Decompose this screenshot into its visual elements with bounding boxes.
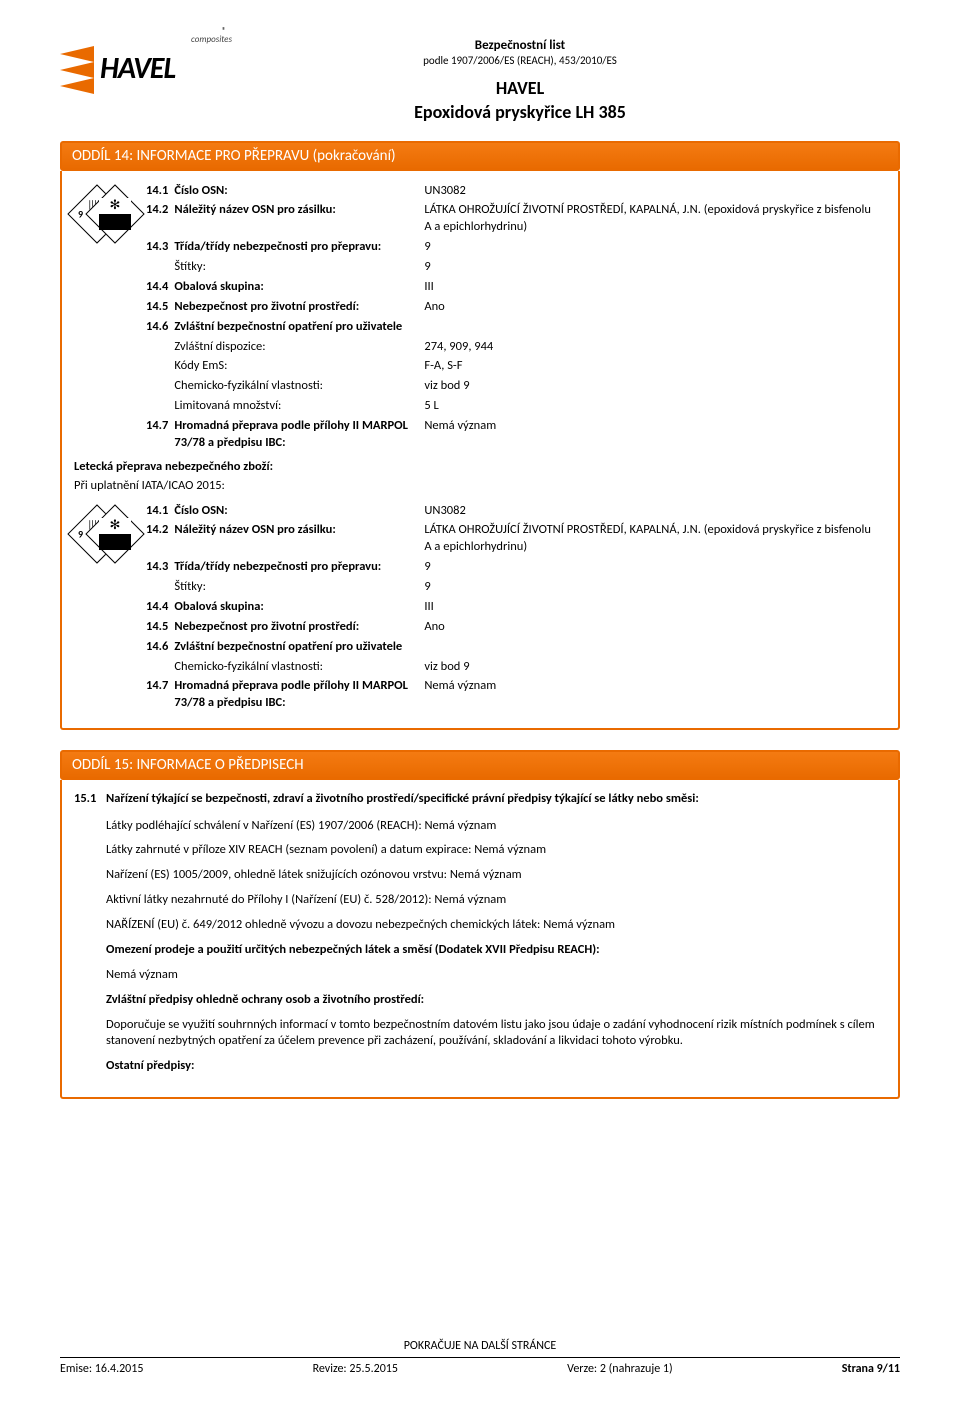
header-center: Bezpečnostní list podle 1907/2006/ES (RE…	[140, 40, 900, 123]
logo: HAVEL composites ®	[60, 40, 220, 104]
table-row: 14.5Nebezpečnost pro životní prostředí:A…	[146, 297, 886, 317]
reg-p6: Omezení prodeje a použití určitých nebez…	[106, 942, 886, 959]
doc-product: Epoxidová pryskyřice LH 385	[140, 101, 900, 123]
table-row: 14.5Nebezpečnost pro životní prostředí:A…	[146, 617, 886, 637]
section-15-body: 15.1 Nařízení týkající se bezpečnosti, z…	[60, 780, 900, 1100]
reg-p8: Zvláštní předpisy ohledně ochrany osob a…	[106, 992, 886, 1009]
table-row: Kódy EmS:F-A, S-F	[146, 357, 886, 377]
reg-p5: NAŘÍZENÍ (EU) č. 649/2012 ohledně vývozu…	[106, 917, 886, 934]
reg-p7: Nemá význam	[106, 967, 886, 984]
section-14-bar: ODDÍL 14: INFORMACE PRO PŘEPRAVU (pokrač…	[60, 141, 900, 171]
air-transport-sub: Při uplatnění IATA/ICAO 2015:	[74, 478, 886, 495]
table-row: Limitovaná množství:5 L	[146, 397, 886, 417]
table-row: 14.7Hromadná přeprava podle přílohy II M…	[146, 417, 886, 454]
reg-p9: Doporučuje se využití souhrnných informa…	[106, 1017, 886, 1051]
transport-data-2: 14.1Číslo OSN:UN3082 14.2Náležitý název …	[146, 501, 886, 714]
page-footer: POKRAČUJE NA DALŠÍ STRÁNCE Emise: 16.4.2…	[60, 1339, 900, 1376]
table-row: 14.1Číslo OSN:UN3082	[146, 501, 886, 521]
page: HAVEL composites ® Bezpečnostní list pod…	[0, 0, 960, 1404]
transport-data-1: 14.1Číslo OSN:UN3082 14.2Náležitý název …	[146, 181, 886, 453]
table-row: 14.6Zvláštní bezpečnostní opatření pro u…	[146, 637, 886, 657]
logo-wing-icon	[60, 42, 100, 92]
table-row: Chemicko-fyzikální vlastnosti:viz bod 9	[146, 377, 886, 397]
hazard-pictograms: |||||||||||||||||| 9 ✻	[74, 181, 136, 453]
section-14-body: |||||||||||||||||| 9 ✻ 14.1Číslo OSN:UN3…	[60, 171, 900, 730]
table-row: Zvláštní dispozice:274, 909, 944	[146, 337, 886, 357]
reg-p4: Aktivní látky nezahrnuté do Přílohy I (N…	[106, 892, 886, 909]
table-row: 14.2Náležitý název OSN pro zásilku:LÁTKA…	[146, 201, 886, 238]
table-row: Štítky:9	[146, 578, 886, 598]
transport-block-1: |||||||||||||||||| 9 ✻ 14.1Číslo OSN:UN3…	[74, 181, 886, 453]
reg-p10: Ostatní předpisy:	[106, 1058, 886, 1075]
table-row: 14.4Obalová skupina:III	[146, 597, 886, 617]
table-row: 14.3Třída/třídy nebezpečnosti pro přepra…	[146, 558, 886, 578]
table-row: 14.2Náležitý název OSN pro zásilku:LÁTKA…	[146, 521, 886, 558]
table-row: Chemicko-fyzikální vlastnosti:viz bod 9	[146, 657, 886, 677]
table-row: 14.7Hromadná přeprava podle přílohy II M…	[146, 677, 886, 714]
transport-block-2: |||||||||||||||||| 9 ✻ 14.1Číslo OSN:UN3…	[74, 501, 886, 714]
reg-p3: Nařízení (ES) 1005/2009, ohledně látek s…	[106, 867, 886, 884]
reg-p1: Látky podléhající schválení v Nařízení (…	[106, 818, 886, 835]
footer-divider	[60, 1357, 900, 1358]
footer-revize: Revize: 25.5.2015	[313, 1362, 398, 1376]
table-row: 14.1Číslo OSN:UN3082	[146, 181, 886, 201]
continues-label: POKRAČUJE NA DALŠÍ STRÁNCE	[60, 1339, 900, 1353]
doc-regulation: podle 1907/2006/ES (REACH), 453/2010/ES	[140, 54, 900, 67]
logo-registered-icon: ®	[222, 26, 226, 36]
page-header: HAVEL composites ® Bezpečnostní list pod…	[60, 40, 900, 123]
footer-verze: Verze: 2 (nahrazuje 1)	[567, 1362, 672, 1376]
air-transport-heading: Letecká přeprava nebezpečného zboží:	[74, 459, 886, 476]
section-15-bar: ODDÍL 15: INFORMACE O PŘEDPISECH	[60, 750, 900, 780]
table-row: Štítky:9	[146, 258, 886, 278]
logo-text: HAVEL	[100, 50, 175, 87]
table-row: 15.1 Nařízení týkající se bezpečnosti, z…	[74, 790, 886, 810]
hazard-pictograms: |||||||||||||||||| 9 ✻	[74, 501, 136, 714]
footer-emise: Emise: 16.4.2015	[60, 1362, 143, 1376]
table-row: 14.3Třída/třídy nebezpečnosti pro přepra…	[146, 238, 886, 258]
table-row: 14.4Obalová skupina:III	[146, 277, 886, 297]
doc-type: Bezpečnostní list	[140, 38, 900, 53]
table-row: 14.6Zvláštní bezpečnostní opatření pro u…	[146, 317, 886, 337]
doc-brand: HAVEL	[140, 77, 900, 99]
reg-p2: Látky zahrnuté v příloze XIV REACH (sezn…	[106, 842, 886, 859]
footer-strana: Strana 9/11	[842, 1362, 900, 1376]
